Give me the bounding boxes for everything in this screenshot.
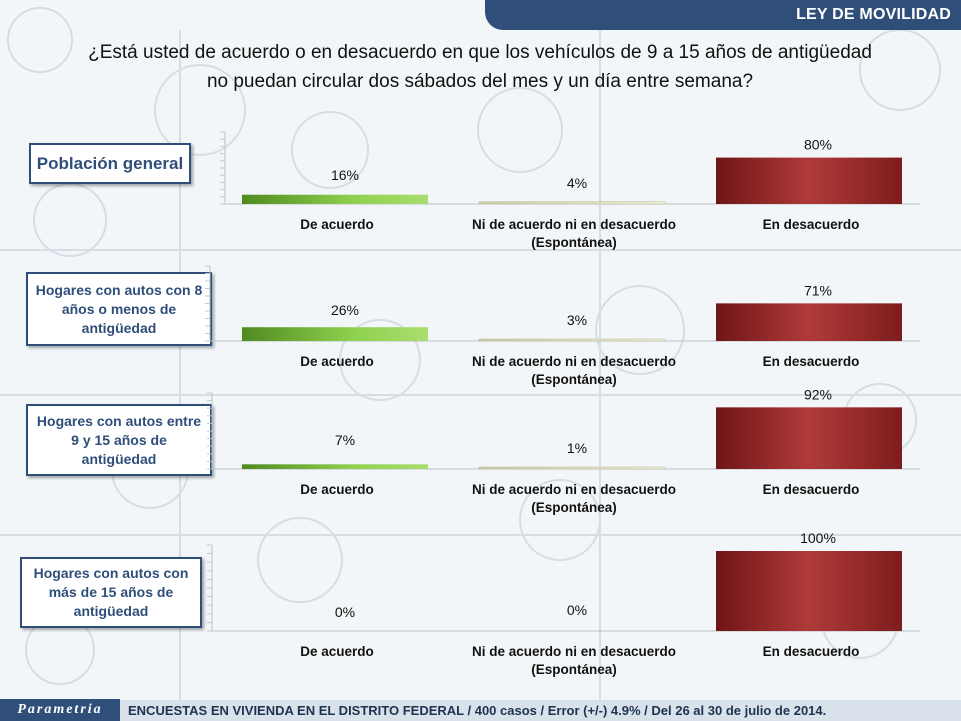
category-label: Ni de acuerdo ni en desacuerdo (472, 354, 676, 369)
data-label: 1% (567, 440, 587, 456)
bar-neutral (478, 466, 666, 470)
bar-disagree (716, 157, 902, 204)
segment-label: Población general (36, 154, 184, 173)
parametria-logo: Parametria (0, 699, 120, 721)
category-label: Ni de acuerdo ni en desacuerdo (472, 217, 676, 232)
category-label: (Espontánea) (531, 500, 617, 515)
question-text: ¿Está usted de acuerdo o en desacuerdo e… (40, 38, 920, 96)
bar-disagree (716, 407, 902, 469)
segment-label-line: Hogares con autos con 8 (35, 281, 203, 298)
data-label: 100% (800, 530, 836, 546)
segment-box-general: Población general (29, 143, 191, 184)
segment-box-more-than-15: Hogares con autos con más de 15 años de … (20, 557, 202, 628)
bar-agree (242, 194, 428, 204)
segment-label-line: años o menos de (61, 300, 177, 317)
segment-label-line: antigüedad (73, 603, 149, 619)
category-label: Ni de acuerdo ni en desacuerdo (472, 644, 676, 659)
category-label: En desacuerdo (763, 354, 860, 369)
segment-label-line: Hogares con autos con (33, 565, 189, 581)
question-line-2: no puedan circular dos sábados del mes y… (206, 71, 754, 92)
segment-label-line: más de 15 años de (48, 584, 174, 600)
question-line-1: ¿Está usted de acuerdo o en desacuerdo e… (88, 42, 872, 63)
header-bar: LEY DE MOVILIDAD (485, 0, 961, 30)
data-label: 92% (804, 386, 832, 402)
category-label: De acuerdo (300, 644, 374, 659)
header-title: LEY DE MOVILIDAD (796, 6, 951, 23)
category-label: En desacuerdo (763, 644, 860, 659)
category-label: De acuerdo (300, 354, 374, 369)
category-label: De acuerdo (300, 482, 374, 497)
segment-label-line: antigüedad (81, 319, 157, 336)
category-label: (Espontánea) (531, 235, 617, 250)
bar-disagree (716, 303, 902, 341)
segment-label-line: Hogares con autos entre (36, 412, 202, 429)
data-label: 71% (804, 282, 832, 298)
bar-neutral (478, 338, 666, 342)
footer-text: ENCUESTAS EN VIVIENDA EN EL DISTRITO FED… (128, 703, 827, 718)
bar-neutral (478, 201, 666, 205)
data-label: 0% (567, 602, 587, 618)
category-label: En desacuerdo (763, 482, 860, 497)
segment-box-9-to-15: Hogares con autos entre 9 y 15 años de a… (26, 404, 212, 476)
category-label: En desacuerdo (763, 217, 860, 232)
bar-disagree (716, 551, 902, 631)
data-label: 26% (331, 302, 359, 318)
category-label: De acuerdo (300, 217, 374, 232)
segment-label-line: antigüedad (81, 450, 157, 467)
bar-agree (242, 464, 428, 469)
footer-bar (0, 700, 961, 721)
data-label: 0% (335, 604, 355, 620)
segment-box-8-or-less: Hogares con autos con 8 años o menos de … (26, 272, 212, 346)
category-label: Ni de acuerdo ni en desacuerdo (472, 482, 676, 497)
category-label: (Espontánea) (531, 372, 617, 387)
data-label: 16% (331, 167, 359, 183)
bar-agree (242, 327, 428, 341)
segment-label-line: 9 y 15 años de (71, 431, 167, 448)
data-label: 80% (804, 137, 832, 153)
category-label: (Espontánea) (531, 662, 617, 677)
data-label: 4% (567, 175, 587, 191)
data-label: 3% (567, 312, 587, 328)
data-label: 7% (335, 432, 355, 448)
